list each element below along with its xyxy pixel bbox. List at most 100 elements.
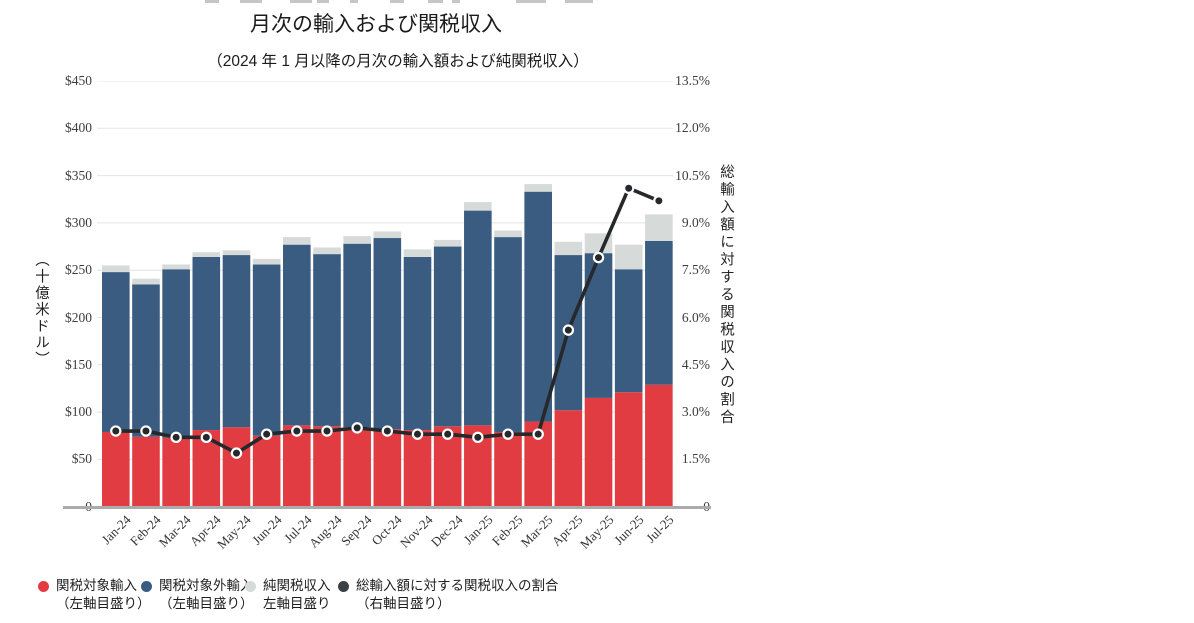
- bar-segment-1: [222, 255, 251, 428]
- bar-segment-2: [373, 231, 402, 239]
- bar-segment-1: [162, 269, 190, 438]
- chart-subtitle: （2024 年 1 月以降の月次の輸入額および純関税収入）: [207, 53, 589, 70]
- line-dot: [562, 324, 575, 336]
- line-dot: [653, 195, 665, 207]
- cropped-text-remnant: [205, 0, 219, 3]
- bar-segment-1: [283, 244, 311, 426]
- left-axis-title: （十億米ドル）: [33, 252, 49, 368]
- line-dot: [502, 428, 514, 440]
- bar-segment-1: [584, 253, 613, 398]
- right-tick-label: 1.5%: [681, 451, 710, 467]
- legend-swatch-icon: [141, 581, 152, 592]
- bar-segment-2: [614, 244, 643, 270]
- bar-segment-0: [132, 436, 160, 507]
- line-dot: [291, 425, 303, 437]
- bar-segment-0: [343, 427, 371, 507]
- plot-area: [97, 81, 673, 507]
- bar-segment-2: [222, 250, 251, 256]
- bar-segment-2: [524, 184, 552, 192]
- left-tick-label: $150: [65, 356, 92, 372]
- bar-segment-1: [192, 256, 221, 431]
- bar-segment-0: [252, 435, 281, 507]
- bar-segment-0: [102, 431, 130, 507]
- bar-segment-2: [162, 264, 190, 270]
- bar-segment-2: [343, 236, 371, 244]
- bar-segment-2: [464, 202, 492, 211]
- bar-segment-0: [373, 429, 402, 507]
- line-dot: [110, 425, 122, 437]
- right-axis-title: 総輸入額に対する関税収入の割合: [718, 164, 734, 427]
- cropped-text-remnant: [428, 0, 443, 3]
- line-dot: [321, 425, 333, 437]
- chart-title: 月次の輸入および関税収入: [250, 13, 502, 36]
- bar-segment-1: [132, 284, 160, 437]
- bar-segment-1: [343, 243, 371, 428]
- bar-segment-0: [584, 397, 613, 507]
- cropped-text-remnant: [565, 0, 593, 3]
- bar-segment-1: [524, 191, 552, 422]
- left-tick-label: $300: [65, 214, 92, 230]
- bar-segment-1: [313, 254, 341, 427]
- x-axis-line: [63, 506, 711, 509]
- line-dot: [411, 428, 424, 440]
- bar-segment-2: [283, 237, 311, 245]
- legend-swatch-icon: [245, 581, 256, 592]
- right-tick-label: 13.5%: [675, 73, 710, 88]
- left-tick-label: $400: [65, 120, 92, 136]
- cropped-text-remnant: [516, 0, 546, 3]
- cropped-text-remnant: [240, 0, 262, 3]
- bar-segment-0: [554, 410, 583, 507]
- bar-segment-0: [494, 431, 522, 507]
- left-tick-label: $450: [65, 73, 92, 88]
- bar-segment-1: [252, 264, 281, 436]
- bar-segment-2: [494, 230, 522, 238]
- bar-segment-2: [313, 247, 341, 255]
- bar-segment-0: [614, 392, 643, 507]
- bar-segment-1: [645, 240, 673, 385]
- right-tick-label: 3.0%: [681, 404, 710, 420]
- bar-segment-0: [162, 437, 190, 507]
- right-tick-label: 4.5%: [681, 356, 710, 372]
- line-dot: [140, 425, 152, 437]
- line-dot: [351, 422, 363, 434]
- bar-segment-1: [614, 269, 643, 393]
- right-tick-label: 7.5%: [681, 262, 710, 278]
- line-dot: [260, 428, 273, 440]
- legend-label: 関税対象外輸入 （左軸目盛り）: [159, 578, 254, 611]
- legend-label: 純関税収入 左軸目盛り: [263, 578, 331, 611]
- left-tick-label: $350: [65, 167, 92, 183]
- legend-item-0: 関税対象輸入 （左軸目盛り）: [38, 577, 151, 613]
- bar-segment-2: [554, 241, 583, 256]
- right-tick-label: 10.5%: [675, 167, 710, 183]
- legend-swatch-icon: [38, 581, 49, 592]
- line-dot: [592, 251, 605, 264]
- cropped-text-remnant: [390, 0, 404, 3]
- bar-segment-1: [494, 237, 522, 432]
- bar-segment-1: [373, 238, 402, 430]
- cropped-text-remnant: [350, 0, 358, 3]
- line-dot: [441, 428, 454, 440]
- bar-segment-2: [132, 278, 160, 285]
- right-tick-label: 6.0%: [681, 309, 710, 325]
- right-tick-label: 9.0%: [681, 214, 710, 230]
- line-dot: [472, 431, 484, 444]
- bar-segment-0: [403, 430, 432, 507]
- line-dot: [622, 182, 635, 194]
- bar-segment-1: [433, 246, 462, 427]
- legend-label: 総輸入額に対する関税収入の割合 （右軸目盛り）: [356, 578, 559, 611]
- legend-item-2: 純関税収入 左軸目盛り: [245, 577, 331, 613]
- line-dot: [200, 431, 213, 444]
- bar-segment-0: [645, 384, 673, 507]
- bar-segment-0: [222, 427, 251, 507]
- bar-segment-1: [102, 272, 130, 432]
- right-tick-label: 12.0%: [675, 120, 710, 136]
- cropped-text-remnant: [290, 0, 312, 3]
- legend-item-1: 関税対象外輸入 （左軸目盛り）: [141, 577, 254, 613]
- bar-segment-1: [464, 210, 492, 426]
- line-dot: [230, 447, 243, 459]
- bar-segment-2: [403, 249, 432, 257]
- bar-segment-2: [645, 214, 673, 241]
- legend-label: 関税対象輸入 （左軸目盛り）: [56, 578, 151, 611]
- bar-segment-2: [102, 265, 130, 273]
